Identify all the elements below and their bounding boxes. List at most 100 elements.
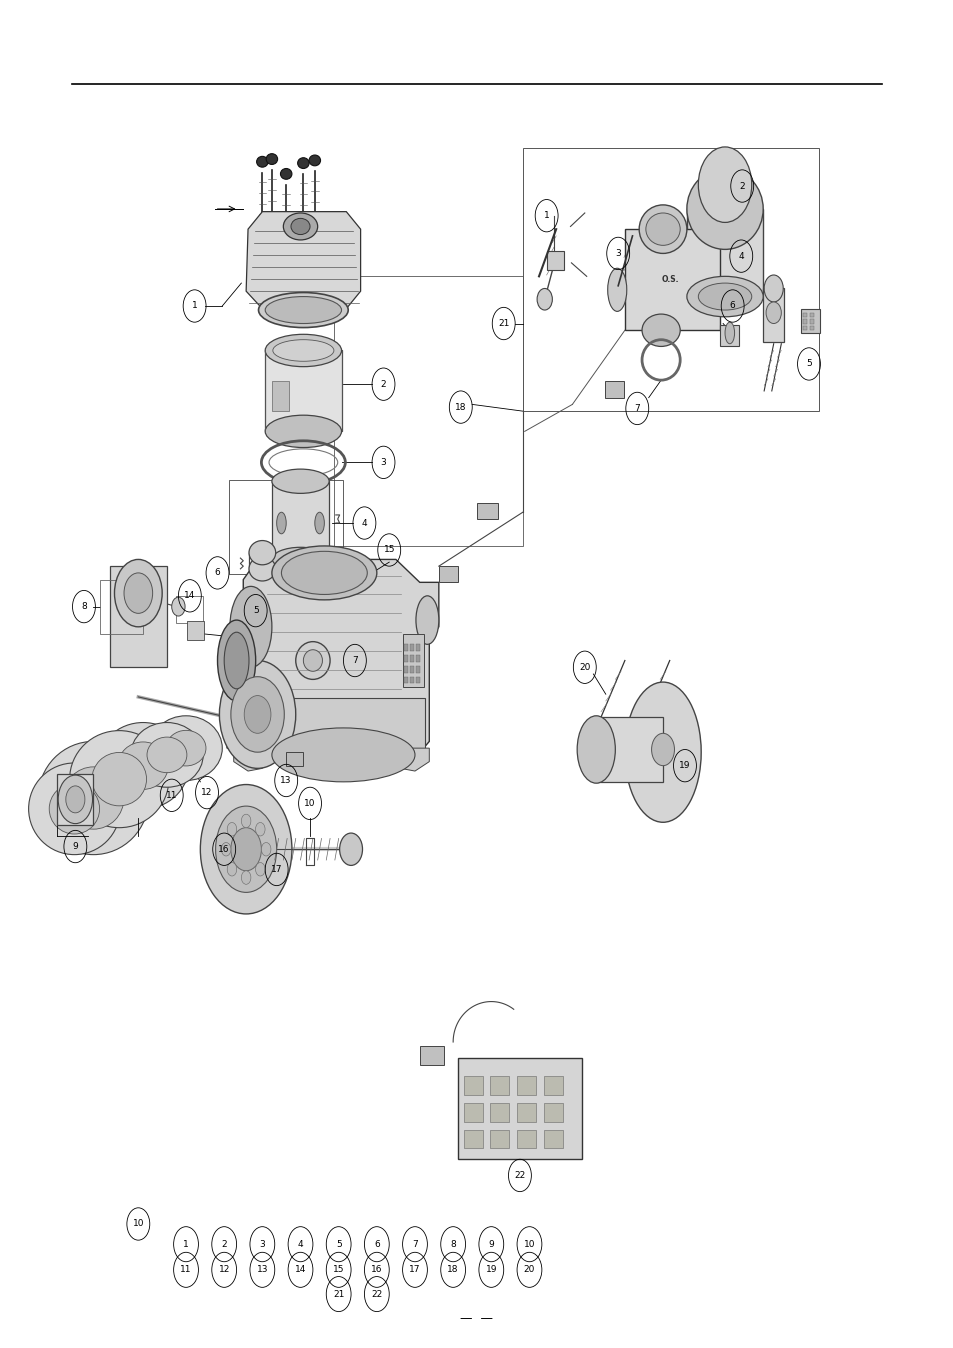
Ellipse shape: [577, 716, 615, 783]
Bar: [334, 276, 522, 546]
Bar: [543, 1130, 562, 1148]
Ellipse shape: [258, 293, 348, 328]
Ellipse shape: [66, 786, 85, 813]
Bar: [410, 677, 414, 683]
Bar: [490, 1130, 509, 1148]
Ellipse shape: [296, 559, 319, 586]
Text: 2: 2: [380, 380, 386, 388]
Text: 4: 4: [297, 1240, 303, 1248]
Ellipse shape: [231, 828, 261, 871]
Bar: [762, 288, 783, 342]
Bar: [410, 644, 414, 651]
Text: 20: 20: [578, 663, 590, 671]
Text: 7: 7: [634, 404, 639, 412]
Text: 18: 18: [447, 1266, 458, 1274]
Bar: [517, 1130, 536, 1148]
Bar: [490, 1076, 509, 1095]
Ellipse shape: [227, 822, 236, 836]
Ellipse shape: [295, 642, 330, 679]
Ellipse shape: [297, 158, 309, 168]
Bar: [809, 326, 813, 330]
Ellipse shape: [70, 731, 169, 828]
Text: 13: 13: [256, 1266, 268, 1274]
Ellipse shape: [272, 469, 329, 493]
Text: 10: 10: [523, 1240, 535, 1248]
Ellipse shape: [29, 763, 120, 855]
Ellipse shape: [272, 547, 329, 572]
Text: 19: 19: [679, 762, 690, 770]
Text: 2: 2: [739, 182, 744, 190]
Bar: [416, 655, 419, 662]
Bar: [416, 644, 419, 651]
Text: 16: 16: [371, 1266, 382, 1274]
Polygon shape: [246, 212, 360, 309]
Bar: [463, 1130, 482, 1148]
Bar: [801, 309, 820, 333]
Text: 12: 12: [201, 789, 213, 797]
Ellipse shape: [273, 340, 334, 361]
Ellipse shape: [150, 716, 222, 780]
Bar: [416, 677, 419, 683]
Ellipse shape: [537, 288, 552, 310]
Ellipse shape: [50, 783, 99, 834]
Ellipse shape: [200, 785, 292, 914]
Bar: [809, 319, 813, 324]
Bar: [802, 313, 806, 317]
Bar: [286, 752, 303, 766]
Ellipse shape: [241, 871, 251, 884]
Ellipse shape: [230, 586, 272, 667]
Text: 4: 4: [738, 252, 743, 260]
Text: 20: 20: [523, 1266, 535, 1274]
Text: 17: 17: [271, 865, 282, 874]
Text: 9: 9: [488, 1240, 494, 1248]
Text: 7: 7: [412, 1240, 417, 1248]
Ellipse shape: [651, 733, 674, 766]
Ellipse shape: [261, 842, 271, 856]
Ellipse shape: [283, 213, 317, 240]
Ellipse shape: [309, 155, 320, 166]
Ellipse shape: [58, 775, 92, 824]
Ellipse shape: [416, 596, 438, 644]
Bar: [596, 717, 662, 782]
Ellipse shape: [339, 833, 362, 865]
Text: 3: 3: [259, 1240, 265, 1248]
Text: 5: 5: [253, 607, 258, 615]
Text: 5: 5: [805, 360, 811, 368]
Ellipse shape: [624, 682, 700, 822]
Bar: [809, 313, 813, 317]
Ellipse shape: [97, 723, 189, 809]
Bar: [402, 634, 423, 687]
Text: 11: 11: [166, 791, 177, 799]
Ellipse shape: [249, 557, 275, 581]
Bar: [404, 655, 408, 662]
Ellipse shape: [639, 205, 686, 253]
Text: 9: 9: [72, 842, 78, 851]
Ellipse shape: [265, 334, 341, 367]
Bar: [624, 229, 720, 330]
Bar: [262, 698, 424, 755]
Bar: [410, 666, 414, 673]
Ellipse shape: [227, 863, 236, 876]
Bar: [802, 319, 806, 324]
Text: 17: 17: [409, 1266, 420, 1274]
Text: 4: 4: [361, 519, 367, 527]
Bar: [463, 1103, 482, 1122]
Text: 18: 18: [455, 403, 466, 411]
Text: 2: 2: [221, 1240, 227, 1248]
Ellipse shape: [302, 566, 314, 580]
Ellipse shape: [256, 156, 268, 167]
Text: 15: 15: [333, 1266, 344, 1274]
Text: 1: 1: [543, 212, 549, 220]
Ellipse shape: [231, 677, 284, 752]
Text: 7: 7: [352, 656, 357, 665]
Ellipse shape: [249, 541, 275, 565]
Ellipse shape: [124, 573, 152, 613]
Ellipse shape: [224, 632, 249, 689]
Text: 12: 12: [218, 1266, 230, 1274]
Ellipse shape: [221, 842, 231, 856]
Text: 1: 1: [192, 302, 197, 310]
Bar: [463, 1076, 482, 1095]
Ellipse shape: [698, 147, 751, 222]
Bar: [404, 677, 408, 683]
Ellipse shape: [280, 168, 292, 179]
